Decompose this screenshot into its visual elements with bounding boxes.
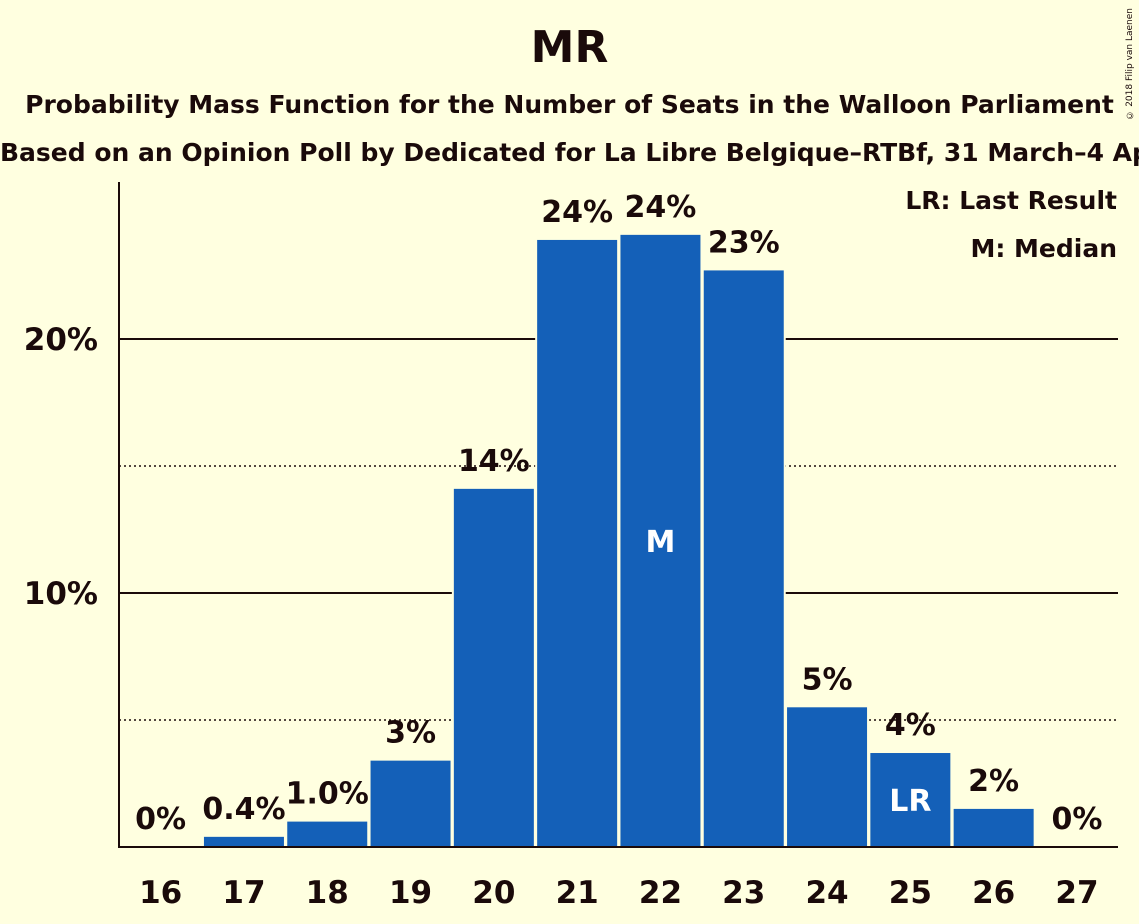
bar-26 — [953, 808, 1034, 847]
x-tick-label: 27 — [1055, 875, 1098, 911]
bar-25 — [870, 753, 951, 847]
median-marker: M — [646, 525, 676, 560]
bars — [201, 232, 1036, 848]
data-label: 4% — [885, 708, 936, 743]
data-label: 0.4% — [202, 792, 285, 827]
x-tick-label: 16 — [139, 875, 182, 911]
x-tick-label: 19 — [389, 875, 432, 911]
legend-last-result: LR: Last Result — [905, 186, 1117, 215]
chart-title: MR — [530, 22, 609, 73]
data-label: 5% — [802, 662, 853, 697]
data-label: 24% — [541, 195, 613, 230]
x-tick-label: 22 — [639, 875, 682, 911]
last-result-marker: LR — [889, 784, 931, 819]
data-label: 0% — [135, 802, 186, 837]
data-label: 14% — [458, 444, 530, 479]
data-label: 2% — [968, 764, 1019, 799]
data-labels: 0% 16 0.4% 17 1.0% 18 3% 19 14% 20 24% 21 24% 22 M 23% 2… — [135, 190, 1102, 911]
bar-23 — [703, 270, 784, 847]
legend: LR: Last Result M: Median — [905, 186, 1117, 263]
x-tick-label: 25 — [889, 875, 932, 911]
x-tick-label: 18 — [306, 875, 349, 911]
x-tick-label: 20 — [472, 875, 515, 911]
data-label: 1.0% — [286, 777, 369, 812]
axes — [118, 182, 1118, 848]
x-tick-label: 23 — [722, 875, 765, 911]
data-label: 0% — [1051, 802, 1102, 837]
legend-median: M: Median — [970, 234, 1117, 263]
data-label: 3% — [385, 716, 436, 751]
bar-22 — [620, 234, 701, 848]
x-tick-label: 17 — [222, 875, 265, 911]
y-tick-label: 20% — [24, 322, 98, 358]
bar-18 — [287, 821, 368, 847]
bar-17 — [203, 836, 284, 847]
bar-19 — [370, 760, 451, 847]
x-tick-label: 26 — [972, 875, 1015, 911]
bar-20 — [453, 488, 534, 847]
x-tick-label: 24 — [805, 875, 848, 911]
x-tick-label: 21 — [556, 875, 599, 911]
bar-21 — [537, 239, 618, 847]
bar-24 — [787, 707, 868, 847]
chart-subtitle: Probability Mass Function for the Number… — [25, 90, 1114, 119]
data-label: 24% — [625, 190, 697, 225]
y-tick-label: 10% — [24, 576, 98, 612]
chart-source-line: Based on an Opinion Poll by Dedicated fo… — [0, 138, 1139, 167]
data-label: 23% — [708, 225, 780, 260]
